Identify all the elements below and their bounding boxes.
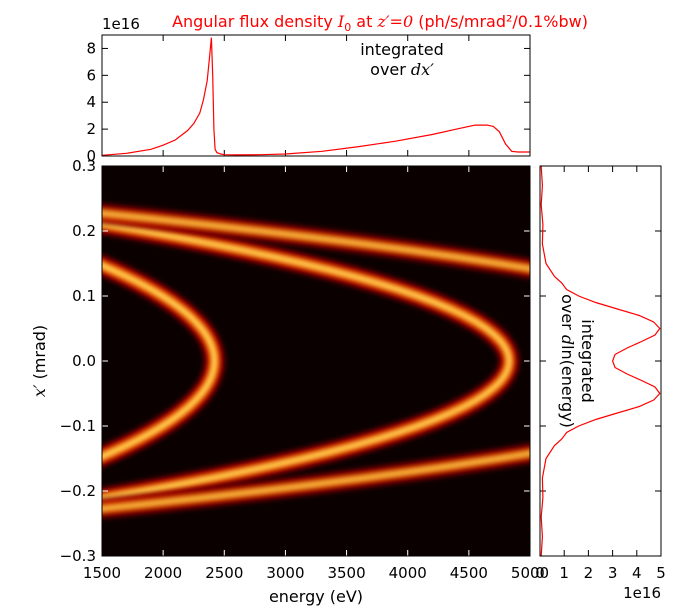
y-tick-label: 0.1 — [72, 287, 96, 305]
x-tick-label: 3500 — [327, 564, 365, 582]
right-annotation-line1: integrated — [578, 319, 597, 403]
main-panel: 1500 2000 2500 3000 3500 4000 4500 5000 −0.3 −0.2… — [30, 157, 549, 606]
y-tick-label: 0.0 — [72, 352, 96, 370]
right-panel-frame — [539, 165, 662, 557]
right-series-line — [540, 165, 661, 557]
y-tick-label: 0.3 — [72, 157, 96, 175]
harmonic-arc-band — [102, 264, 216, 458]
right-x-tick-label: 4 — [632, 564, 642, 582]
top-annotation-line1: integrated — [360, 40, 444, 59]
right-panel-background — [540, 166, 661, 556]
top-multiplier: 1e16 — [102, 15, 140, 33]
top-panel-frame — [101, 34, 531, 157]
top-y-tick-label: 2 — [86, 120, 96, 138]
x-axis-label: energy (eV) — [269, 587, 363, 606]
main-panel-frame — [101, 165, 531, 557]
right-multiplier: 1e16 — [623, 584, 661, 602]
right-x-tick-label: 0 — [535, 564, 545, 582]
harmonic-arc-band — [102, 212, 530, 510]
x-tick-label: 3000 — [266, 564, 304, 582]
y-axis-label: x′ (mrad) — [30, 325, 49, 397]
top-annotation-line2: over dx′ — [370, 60, 434, 79]
right-x-tick-label: 2 — [584, 564, 594, 582]
x-tick-label: 4500 — [450, 564, 488, 582]
harmonic-arc-band — [102, 223, 510, 499]
top-y-tick-label: 6 — [86, 66, 96, 84]
x-tick-label: 4000 — [389, 564, 427, 582]
top-y-tick-label: 8 — [86, 39, 96, 57]
harmonic-arc-2 — [102, 212, 521, 510]
figure-title: Angular flux density I0 at z′=0 (ph/s/mr… — [172, 12, 588, 34]
x-tick-label: 5000 — [511, 564, 549, 582]
top-panel-background — [102, 35, 530, 156]
y-tick-label: −0.3 — [60, 547, 96, 565]
title-condition: z′=0 — [376, 12, 413, 31]
right-x-tick-label: 1 — [559, 564, 569, 582]
right-annotation-line2: over dln(energy) — [558, 294, 577, 428]
top-y-tick-label: 0 — [86, 147, 96, 165]
right-x-tick-label: 5 — [656, 564, 666, 582]
x-tick-label: 2000 — [144, 564, 182, 582]
harmonic-arc-1 — [102, 253, 226, 469]
title-subscript: 0 — [344, 21, 351, 34]
x-tick-label: 2500 — [205, 564, 243, 582]
y-tick-label: 0.2 — [72, 222, 96, 240]
top-series-line — [101, 37, 530, 156]
y-tick-label: −0.1 — [60, 417, 96, 435]
harmonic-arc-3 — [102, 202, 530, 520]
x-tick-label: 1500 — [83, 564, 121, 582]
title-symbol: I — [337, 12, 345, 31]
y-tick-label: −0.2 — [60, 482, 96, 500]
top-y-tick-label: 4 — [86, 93, 96, 111]
right-x-tick-label: 3 — [608, 564, 618, 582]
top-panel: 0 2 4 6 8 1e16 integrated over dx′ — [86, 15, 531, 165]
